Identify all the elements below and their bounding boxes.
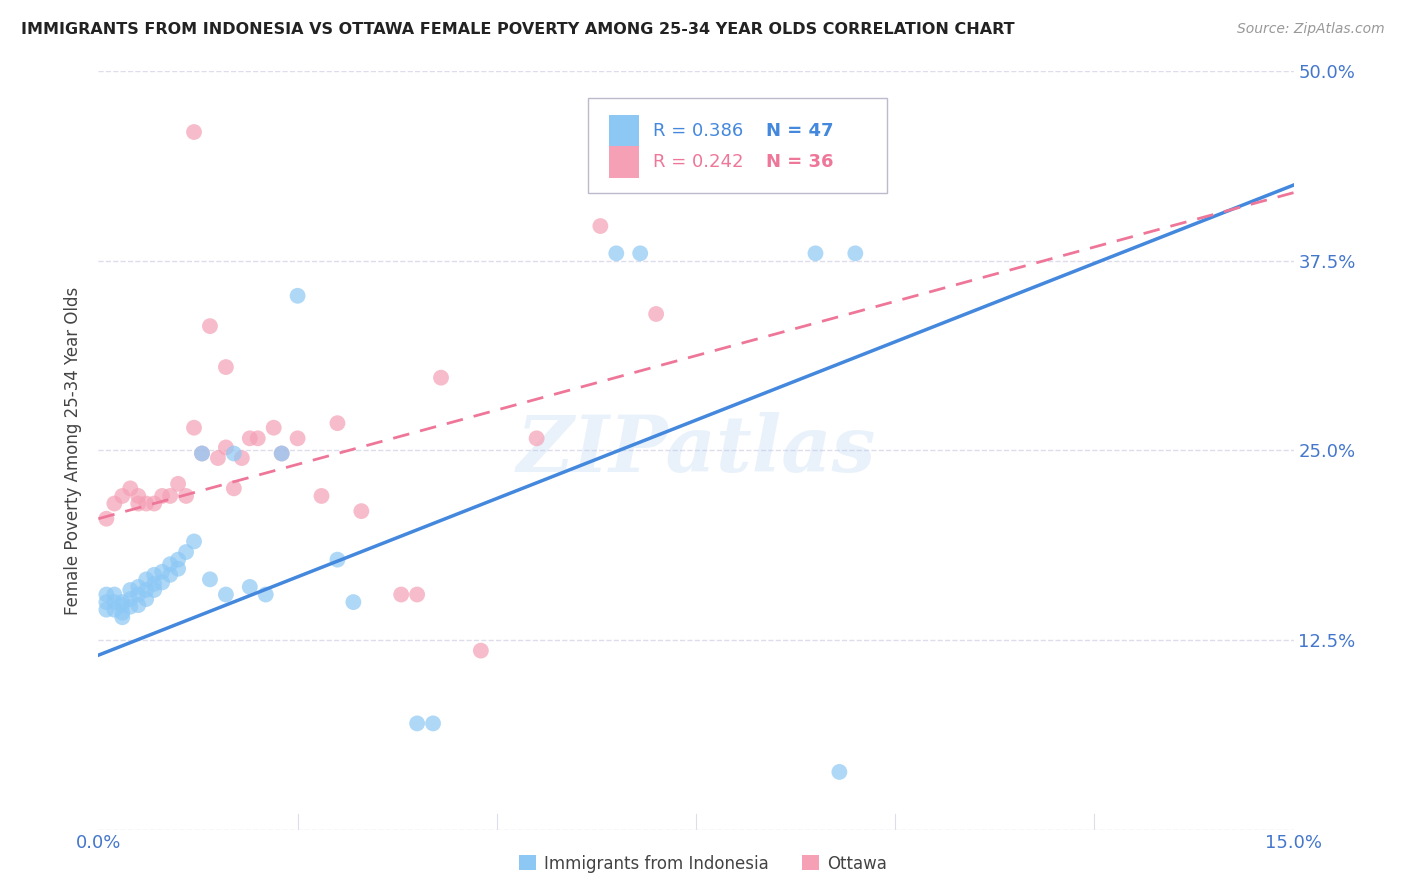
Point [96, 588, 118, 602]
Point [270, 446, 292, 460]
Point [143, 496, 166, 510]
Point [127, 588, 149, 602]
Point [406, 716, 429, 731]
Point [183, 534, 205, 549]
Point [111, 606, 134, 620]
Text: R = 0.386: R = 0.386 [652, 122, 744, 140]
Point [246, 431, 269, 445]
Point [159, 557, 181, 572]
Point [159, 567, 181, 582]
Point [342, 595, 364, 609]
Point [589, 219, 612, 233]
Point [103, 588, 125, 602]
Point [111, 489, 134, 503]
Point [150, 565, 173, 579]
Point [628, 246, 651, 260]
Y-axis label: Female Poverty Among 25-34 Year Olds: Female Poverty Among 25-34 Year Olds [65, 286, 83, 615]
Text: ZIPatlas: ZIPatlas [516, 412, 876, 489]
Point [135, 573, 157, 587]
Point [167, 552, 190, 566]
Point [120, 592, 142, 607]
Point [111, 595, 134, 609]
Point [422, 716, 444, 731]
Point [183, 125, 205, 139]
Point [605, 246, 627, 260]
Point [96, 595, 118, 609]
Point [103, 595, 125, 609]
Point [287, 431, 309, 445]
Point [222, 446, 245, 460]
Point [311, 489, 333, 503]
Point [215, 359, 238, 375]
Point [215, 588, 238, 602]
FancyBboxPatch shape [589, 98, 887, 193]
FancyBboxPatch shape [609, 146, 638, 178]
Point [406, 588, 429, 602]
Text: Source: ZipAtlas.com: Source: ZipAtlas.com [1237, 22, 1385, 37]
Point [127, 598, 149, 612]
Point [326, 552, 349, 566]
Point [470, 643, 492, 657]
Point [135, 582, 157, 597]
Text: N = 47: N = 47 [766, 122, 834, 140]
Point [96, 512, 118, 526]
Point [828, 764, 851, 779]
Point [350, 504, 373, 518]
Point [103, 603, 125, 617]
Point [198, 319, 221, 334]
Point [120, 482, 142, 496]
Point [215, 441, 238, 455]
Point [174, 489, 197, 503]
Point [389, 588, 412, 602]
Point [150, 489, 173, 503]
Point [167, 476, 190, 491]
Point [430, 370, 453, 384]
Point [222, 482, 245, 496]
Text: IMMIGRANTS FROM INDONESIA VS OTTAWA FEMALE POVERTY AMONG 25-34 YEAR OLDS CORRELA: IMMIGRANTS FROM INDONESIA VS OTTAWA FEMA… [21, 22, 1015, 37]
Point [207, 451, 229, 466]
Text: R = 0.242: R = 0.242 [652, 153, 744, 171]
Point [804, 246, 827, 260]
Point [143, 567, 166, 582]
Point [239, 431, 262, 445]
Point [159, 489, 181, 503]
Point [844, 246, 866, 260]
Point [191, 446, 214, 460]
Point [127, 489, 149, 503]
Point [183, 421, 205, 435]
Legend: Immigrants from Indonesia, Ottawa: Immigrants from Indonesia, Ottawa [512, 848, 894, 880]
Point [326, 416, 349, 430]
Point [96, 603, 118, 617]
Point [191, 446, 214, 460]
Point [167, 562, 190, 576]
Point [150, 575, 173, 590]
Point [198, 573, 221, 587]
Point [120, 599, 142, 614]
Point [239, 580, 262, 594]
FancyBboxPatch shape [609, 115, 638, 147]
Point [127, 496, 149, 510]
Point [645, 307, 668, 321]
Point [135, 592, 157, 607]
Text: N = 36: N = 36 [766, 153, 834, 171]
Point [270, 446, 292, 460]
Point [143, 577, 166, 591]
Point [263, 421, 285, 435]
Point [111, 610, 134, 624]
Point [254, 588, 277, 602]
Point [231, 451, 253, 466]
Point [135, 496, 157, 510]
Point [143, 582, 166, 597]
Point [111, 598, 134, 612]
Point [120, 582, 142, 597]
Point [127, 580, 149, 594]
Point [526, 431, 548, 445]
Point [287, 289, 309, 303]
Point [174, 545, 197, 559]
Point [103, 496, 125, 510]
